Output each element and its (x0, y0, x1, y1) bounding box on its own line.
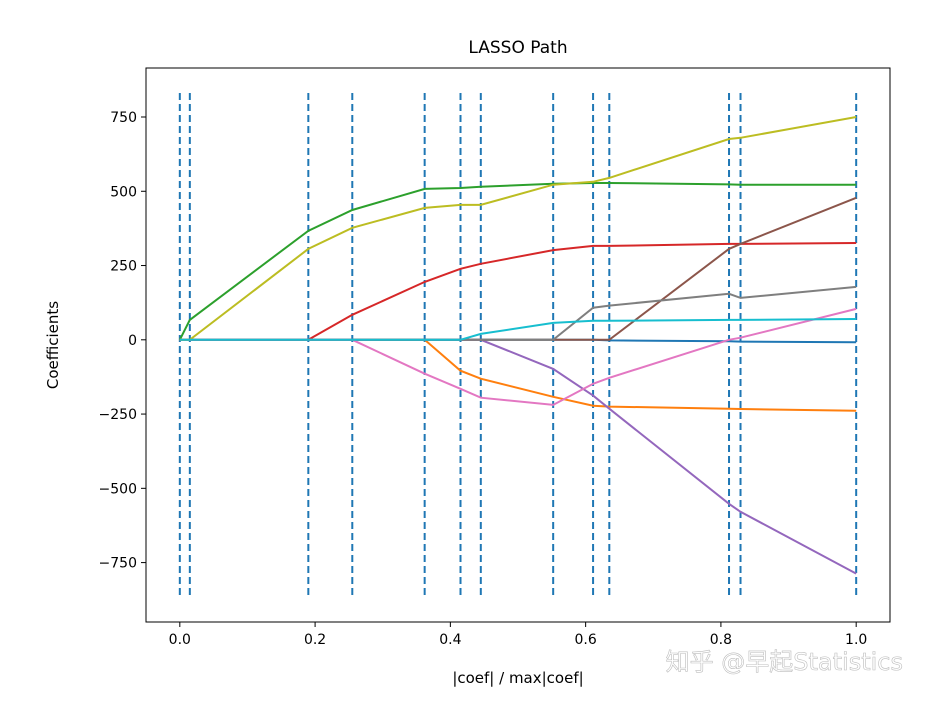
x-tick-label: 1.0 (845, 632, 867, 648)
chart-title: LASSO Path (468, 38, 567, 58)
coefficient-path-3 (179, 242, 857, 341)
x-tick-label: 0.0 (169, 632, 191, 648)
coefficient-path-8 (179, 116, 857, 341)
x-axis-label: |coef| / max|coef| (452, 669, 583, 687)
y-axis-label: Coefficients (44, 301, 62, 389)
x-tick-label: 0.6 (575, 632, 597, 648)
watermark: 知乎 @早起Statistics (666, 648, 903, 676)
coefficient-path-2 (178, 182, 857, 341)
y-tick-label: −750 (99, 556, 137, 572)
y-tick-label: 0 (128, 333, 137, 349)
coefficient-path-7 (179, 285, 857, 341)
plot-area-frame (145, 67, 891, 623)
coefficient-path-1 (179, 338, 857, 412)
coefficient-path-9 (179, 318, 857, 341)
x-tick-label: 0.8 (710, 632, 732, 648)
y-tick-label: −250 (99, 407, 137, 423)
x-tick-label: 0.4 (439, 632, 461, 648)
x-tick-label: 0.2 (304, 632, 326, 648)
y-tick-label: 750 (110, 110, 137, 126)
coefficient-path-6 (179, 307, 857, 406)
y-tick-label: 250 (110, 259, 137, 275)
coefficient-path-4 (179, 338, 857, 575)
y-tick-label: 500 (110, 184, 137, 200)
y-tick-label: −500 (99, 481, 137, 497)
